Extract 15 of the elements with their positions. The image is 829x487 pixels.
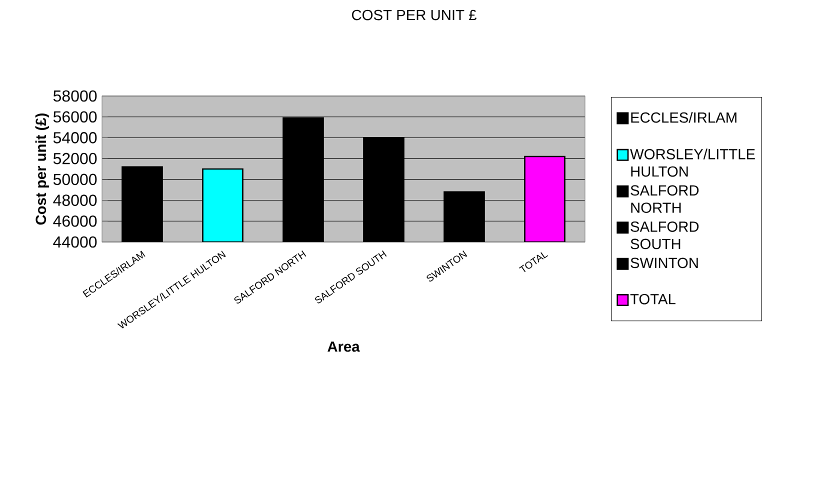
chart-title: COST PER UNIT £ — [352, 10, 476, 20]
y-tick-label: 46000 — [53, 215, 97, 227]
y-tick-label: 52000 — [53, 152, 97, 164]
legend-label: SALFORD NORTH — [630, 185, 699, 213]
x-axis-title: Area — [328, 342, 360, 352]
y-tick-label: 54000 — [53, 132, 97, 144]
y-tick-label: 44000 — [53, 236, 97, 248]
y-tick-label: 50000 — [53, 174, 97, 186]
legend-label: ECCLES/IRLAM — [631, 112, 736, 123]
y-tick-label: 56000 — [53, 111, 97, 123]
legend-label: SALFORD SOUTH — [630, 221, 699, 250]
y-tick-label: 48000 — [53, 194, 97, 206]
y-tick-label: 58000 — [53, 90, 97, 102]
y-axis-title: Cost per unit (£) — [35, 114, 49, 225]
legend-label: WORSLEY/LITTLE HULTON — [630, 148, 755, 177]
